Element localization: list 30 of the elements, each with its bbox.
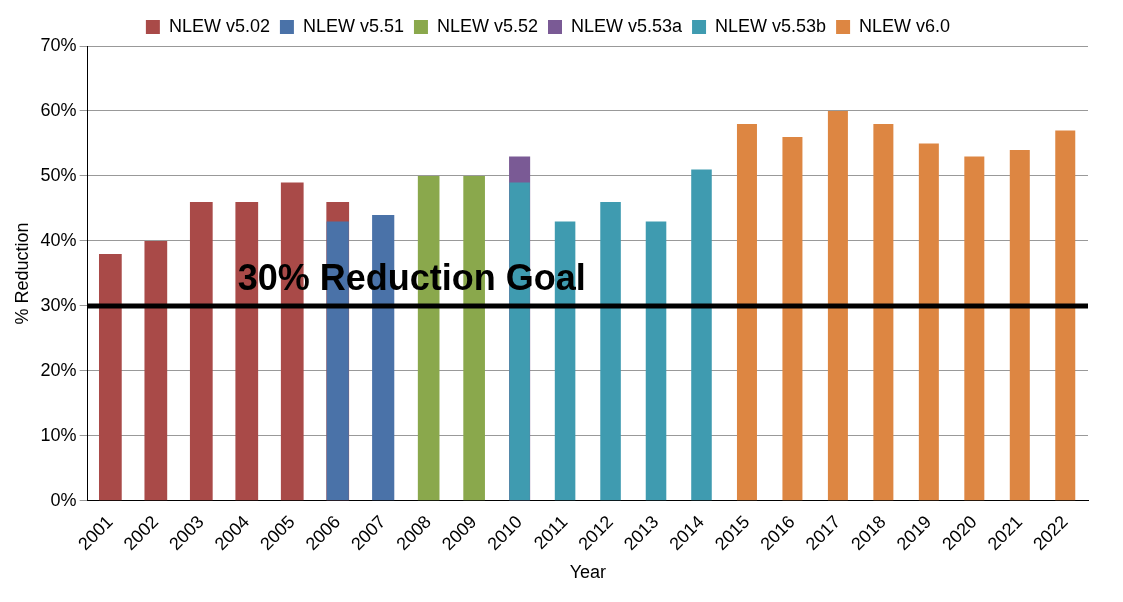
- x-axis-title: Year: [569, 562, 606, 583]
- y-axis-title: % Reduction: [11, 222, 32, 325]
- legend-label: NLEW v5.53a: [570, 15, 684, 36]
- y-tick-label: 0%: [50, 489, 77, 510]
- bar: [736, 123, 757, 501]
- bar: [918, 143, 939, 501]
- y-tick-label: 10%: [40, 424, 77, 445]
- bar: [782, 136, 803, 501]
- y-tick-label: 30%: [40, 294, 77, 315]
- bar: [645, 221, 667, 501]
- bar: [691, 169, 712, 501]
- y-tick-label: 50%: [40, 164, 77, 185]
- y-tick-label: 20%: [40, 359, 77, 380]
- y-tick-label: 60%: [40, 99, 77, 120]
- bar: [964, 156, 985, 501]
- bar: [1009, 149, 1030, 501]
- legend-label: NLEW v5.53b: [715, 15, 827, 36]
- legend-label: NLEW v5.02: [168, 15, 270, 36]
- bar: [189, 201, 213, 501]
- bar: [600, 201, 621, 501]
- legend-label: NLEW v5.51: [302, 15, 404, 36]
- bar: [1055, 130, 1076, 501]
- bar: [873, 123, 894, 501]
- bar: [827, 110, 848, 501]
- legend-label: NLEW v6.0: [859, 15, 951, 36]
- y-tick-label: 40%: [40, 229, 77, 250]
- bar: [144, 240, 168, 501]
- bar: [98, 253, 122, 501]
- legend-label: NLEW v5.52: [436, 15, 538, 36]
- y-tick-label: 70%: [40, 34, 77, 55]
